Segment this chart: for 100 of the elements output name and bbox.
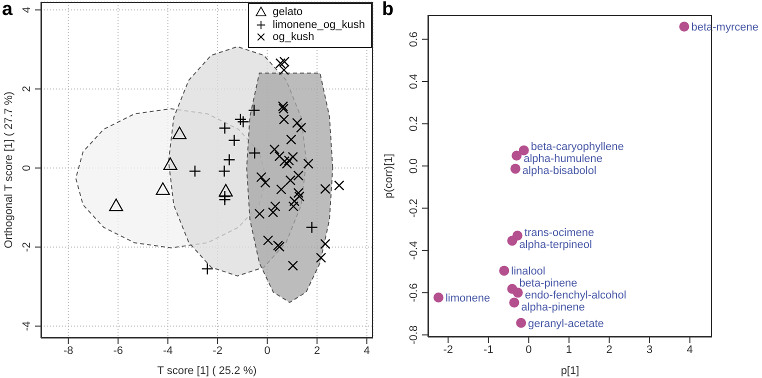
point	[509, 298, 520, 308]
point	[303, 158, 314, 169]
legend-label: limonene_og_kush	[272, 18, 365, 31]
annotation: geranyl-acetate	[528, 318, 604, 330]
point	[260, 178, 270, 188]
point	[234, 113, 247, 126]
annotation: alpha-terpineol	[519, 239, 592, 252]
point	[286, 134, 296, 145]
point	[433, 292, 444, 303]
legend-label: og_kush	[272, 31, 314, 44]
x-axis-title: T score [1] ( 25.2 %)	[157, 365, 257, 377]
x-tick-label: 4	[686, 344, 693, 356]
point	[512, 288, 523, 298]
point	[278, 114, 290, 124]
x-tick-label: 3	[646, 344, 653, 356]
point	[218, 122, 231, 134]
point	[278, 64, 290, 76]
x-tick-label: 2	[606, 344, 612, 356]
annotation: beta-caryophyllene	[530, 140, 624, 153]
y-tick-label: -0.2	[408, 198, 420, 218]
y-axis-title: p(corr)[1]	[382, 154, 395, 198]
x-tick-label: 0	[526, 344, 532, 356]
y-tick-label: 4	[21, 6, 33, 13]
point	[248, 146, 261, 160]
y-tick-label: -4	[21, 321, 33, 332]
y-tick-label: -0.4	[408, 240, 420, 260]
y-tick-label: -0.6	[408, 283, 420, 302]
legend-label: gelato	[272, 6, 303, 18]
point	[278, 104, 289, 114]
point	[334, 180, 344, 191]
x-tick-label: -8	[63, 344, 74, 357]
point	[320, 238, 330, 250]
point	[284, 155, 294, 166]
annotation: alpha-humulene	[524, 153, 603, 166]
point	[269, 144, 280, 155]
point	[156, 182, 170, 195]
point	[285, 175, 296, 186]
y-tick-label: 2	[21, 86, 33, 92]
point	[499, 266, 510, 276]
point	[262, 235, 274, 246]
y-tick-label: 0.2	[408, 116, 420, 132]
x-axis-title: p[1]	[560, 365, 580, 377]
point	[228, 134, 240, 146]
point	[172, 126, 187, 140]
point	[268, 207, 278, 218]
chart-title: b	[382, 0, 394, 20]
y-tick-label: -2	[21, 242, 33, 252]
point	[292, 118, 302, 128]
annotation: endo-fenchyl-alcohol	[524, 290, 626, 302]
chart-title: a	[2, 0, 13, 20]
annotation: linalool	[511, 265, 546, 278]
point	[188, 165, 202, 178]
point	[288, 260, 298, 271]
point	[163, 157, 178, 170]
point	[278, 101, 288, 112]
point	[270, 201, 280, 212]
annotation: alpha-pinene	[521, 302, 585, 314]
point	[223, 154, 236, 166]
point	[282, 158, 292, 169]
point	[279, 156, 290, 166]
point	[316, 252, 326, 263]
point	[276, 184, 286, 194]
point	[218, 165, 230, 178]
point	[289, 196, 300, 206]
annotation: beta-pinene	[519, 278, 578, 290]
point	[296, 122, 306, 133]
point	[512, 150, 522, 161]
point	[288, 201, 299, 212]
x-tick-label: -1	[484, 344, 494, 356]
point	[320, 184, 330, 194]
y-tick-label: -0.8	[408, 325, 420, 344]
x-tick-label: -2	[443, 344, 454, 356]
point	[237, 116, 250, 128]
point	[254, 208, 265, 219]
point	[518, 145, 529, 156]
x-tick-label: 4	[364, 344, 370, 357]
point	[507, 236, 518, 246]
point	[201, 262, 214, 275]
point	[275, 58, 286, 68]
x-tick-label: -4	[162, 344, 173, 357]
point	[288, 152, 298, 162]
point	[218, 184, 233, 196]
point	[109, 198, 124, 212]
x-tick-label: 0	[264, 344, 270, 357]
point	[218, 194, 231, 206]
y-axis-title: Orthogonal T score [1] ( 27.7 %)	[2, 92, 15, 248]
x-tick-label: -6	[113, 344, 123, 357]
y-tick-label: 0.4	[408, 74, 420, 90]
point	[248, 104, 260, 116]
point	[510, 164, 520, 174]
point	[306, 221, 318, 234]
x-tick-label: -2	[212, 344, 222, 357]
point	[516, 318, 526, 328]
point	[274, 151, 285, 162]
point	[293, 188, 304, 198]
y-tick-label: 0	[21, 164, 33, 172]
point	[294, 191, 304, 202]
point	[293, 170, 304, 181]
annotation: trans-ocimene	[524, 226, 594, 239]
y-tick-label: 0.0	[408, 158, 420, 174]
